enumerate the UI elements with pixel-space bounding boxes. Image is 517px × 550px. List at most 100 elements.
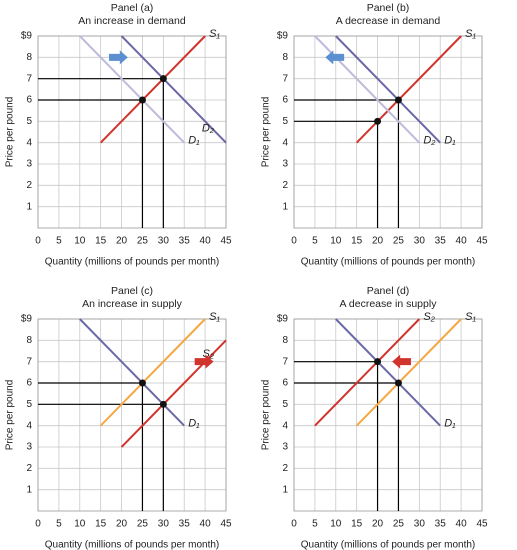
y-tick-label: 6	[26, 95, 32, 106]
x-tick-label: 30	[414, 236, 426, 247]
y-tick-label: 4	[26, 137, 32, 148]
shift-arrow	[194, 354, 214, 369]
x-tick-label: 40	[200, 236, 212, 247]
curve	[99, 318, 206, 427]
x-tick-label: 40	[200, 519, 212, 530]
curve-label: D₁	[188, 135, 200, 147]
x-tick-label: 0	[291, 236, 297, 247]
curve-label: S₁	[209, 311, 220, 323]
panel: Panel (a)An increase in demand Quantity (…	[5, 2, 232, 268]
y-tick-label: 2	[282, 463, 288, 474]
curve	[314, 318, 421, 427]
x-tick-label: 30	[158, 236, 170, 247]
x-tick-label: 10	[74, 519, 86, 530]
x-tick-label: 5	[312, 519, 318, 530]
y-tick-label: 2	[26, 463, 32, 474]
curve-label: D₁	[444, 135, 456, 147]
y-tick-label: 3	[282, 159, 288, 170]
panel-title: Panel (c)	[111, 285, 153, 297]
x-tick-label: 40	[456, 236, 468, 247]
y-tick-label: 5	[282, 116, 288, 127]
panel-subtitle: A decrease in demand	[336, 15, 441, 27]
x-tick-label: 25	[137, 236, 149, 247]
plot-frame	[293, 35, 483, 229]
curve	[314, 35, 421, 144]
curve-label: S₁	[465, 28, 476, 40]
equilibrium-point	[374, 117, 382, 125]
curve	[79, 35, 185, 144]
y-tick-label: 5	[26, 399, 32, 410]
x-tick-label: 35	[435, 236, 447, 247]
x-tick-label: 25	[393, 236, 405, 247]
equilibrium-point	[159, 75, 167, 83]
curve-label: D₂	[202, 123, 215, 135]
x-tick-label: 20	[116, 236, 128, 247]
x-tick-label: 5	[56, 236, 62, 247]
y-tick-label: 1	[282, 201, 288, 212]
panel: Panel (d)A decrease in supply Quantity (m…	[261, 285, 488, 550]
y-tick-label: 8	[26, 52, 32, 63]
y-axis-label: Price per pound	[5, 97, 16, 168]
x-tick-label: 15	[351, 519, 363, 530]
x-axis-label: Quantity (millions of pounds per month)	[301, 257, 476, 268]
y-tick-label: 3	[26, 442, 32, 453]
y-tick-label: 7	[282, 73, 288, 84]
y-tick-label: 6	[282, 378, 288, 389]
curve-label: D₂	[423, 135, 436, 147]
y-tick-label: 6	[282, 95, 288, 106]
curve-label: S₂	[423, 311, 435, 323]
y-tick-label: 5	[26, 116, 32, 127]
equilibrium-point	[138, 379, 146, 387]
x-tick-label: 45	[220, 519, 232, 530]
x-tick-label: 20	[116, 519, 128, 530]
y-tick-label: 7	[26, 356, 32, 367]
y-tick-label: 8	[282, 52, 288, 63]
curve	[120, 35, 227, 144]
equilibrium-point	[374, 358, 382, 366]
shift-arrow	[325, 50, 345, 65]
y-tick-label: $9	[21, 31, 33, 42]
panel: Panel (c)An increase in supply Quantity (…	[5, 285, 232, 550]
panel-subtitle: A decrease in supply	[340, 298, 438, 310]
x-tick-label: 45	[476, 519, 488, 530]
x-axis-label: Quantity (millions of pounds per month)	[45, 257, 220, 268]
x-tick-label: 5	[56, 519, 62, 530]
x-tick-label: 20	[372, 519, 384, 530]
x-axis-label: Quantity (millions of pounds per month)	[301, 540, 476, 550]
y-tick-label: 3	[26, 159, 32, 170]
y-tick-label: 8	[26, 335, 32, 346]
x-tick-label: 40	[456, 519, 468, 530]
plot-frame	[293, 318, 483, 512]
equilibrium-point	[138, 96, 146, 104]
x-tick-label: 10	[330, 236, 342, 247]
panel-title: Panel (d)	[367, 285, 410, 297]
x-tick-label: 15	[95, 236, 107, 247]
x-tick-label: 0	[291, 519, 297, 530]
x-tick-label: 0	[35, 519, 41, 530]
curve	[355, 35, 462, 144]
y-tick-label: 1	[282, 484, 288, 495]
x-tick-label: 35	[435, 519, 447, 530]
y-tick-label: 4	[282, 137, 288, 148]
panel-title: Panel (b)	[367, 2, 410, 14]
x-axis-label: Quantity (millions of pounds per month)	[45, 540, 220, 550]
x-tick-label: 30	[414, 519, 426, 530]
panel-title: Panel (a)	[111, 2, 154, 14]
y-tick-label: 3	[282, 442, 288, 453]
equilibrium-point	[159, 400, 167, 408]
x-tick-label: 0	[35, 236, 41, 247]
y-tick-label: 7	[282, 356, 288, 367]
x-tick-label: 35	[179, 236, 191, 247]
curve	[335, 318, 441, 427]
y-tick-label: 4	[26, 420, 32, 431]
plot-frame	[37, 318, 227, 512]
y-tick-label: 7	[26, 73, 32, 84]
curve	[79, 318, 185, 427]
x-tick-label: 25	[393, 519, 405, 530]
curve-label: S₁	[465, 311, 476, 323]
shift-arrow	[109, 50, 128, 65]
y-tick-label: 1	[26, 484, 32, 495]
y-tick-label: 5	[282, 399, 288, 410]
y-tick-label: $9	[277, 31, 289, 42]
